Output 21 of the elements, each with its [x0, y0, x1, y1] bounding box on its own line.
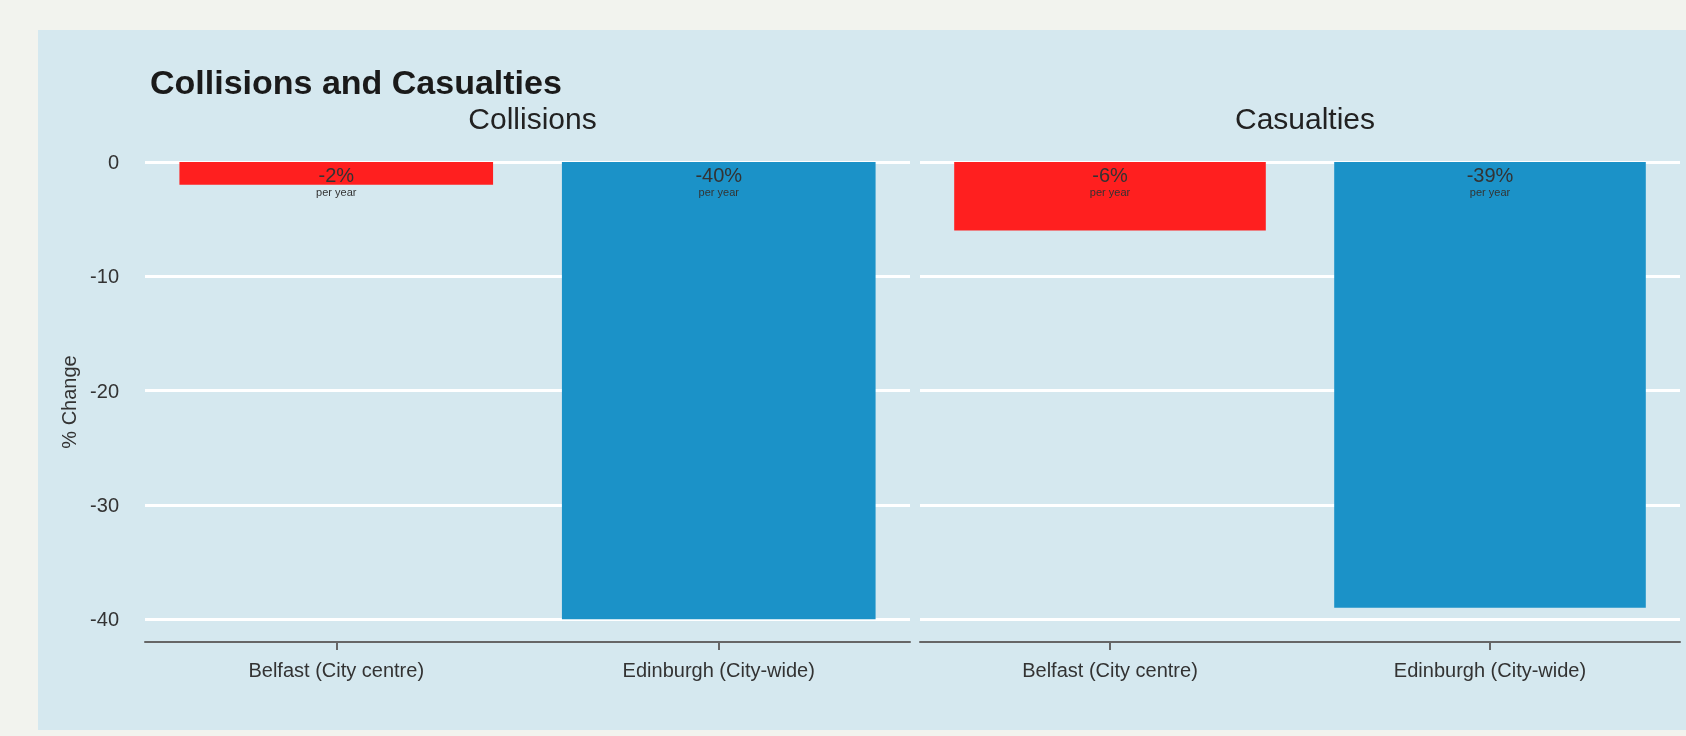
chart-title: Collisions and Casualties — [150, 63, 562, 101]
x-tick-label: Belfast (City centre) — [1022, 659, 1198, 681]
chart-subtitle: Collisions — [468, 101, 597, 135]
y-axis-title: % Change — [58, 355, 81, 449]
data-label: -39% — [1466, 164, 1514, 186]
y-tick-label: -10 — [90, 265, 119, 288]
x-tick-label: Belfast (City centre) — [248, 659, 425, 681]
y-tick-label: -30 — [90, 493, 119, 516]
y-tick-label: -20 — [90, 379, 119, 402]
data-label: -2% — [318, 164, 355, 186]
chart-subtitle: Casualties — [1234, 101, 1376, 135]
y-tick-label: 0 — [107, 151, 119, 173]
x-tick-label: Edinburgh (City-wide) — [622, 659, 815, 681]
annotation: per year — [1469, 186, 1511, 198]
y-tick-label: -40 — [90, 608, 119, 631]
data-label: -40% — [695, 164, 743, 186]
data-label: -6% — [1092, 164, 1128, 186]
x-tick-label: Edinburgh (City-wide) — [1393, 659, 1587, 681]
annotation: per year — [316, 186, 357, 198]
annotation: per year — [1089, 186, 1131, 198]
annotation: per year — [698, 186, 740, 198]
